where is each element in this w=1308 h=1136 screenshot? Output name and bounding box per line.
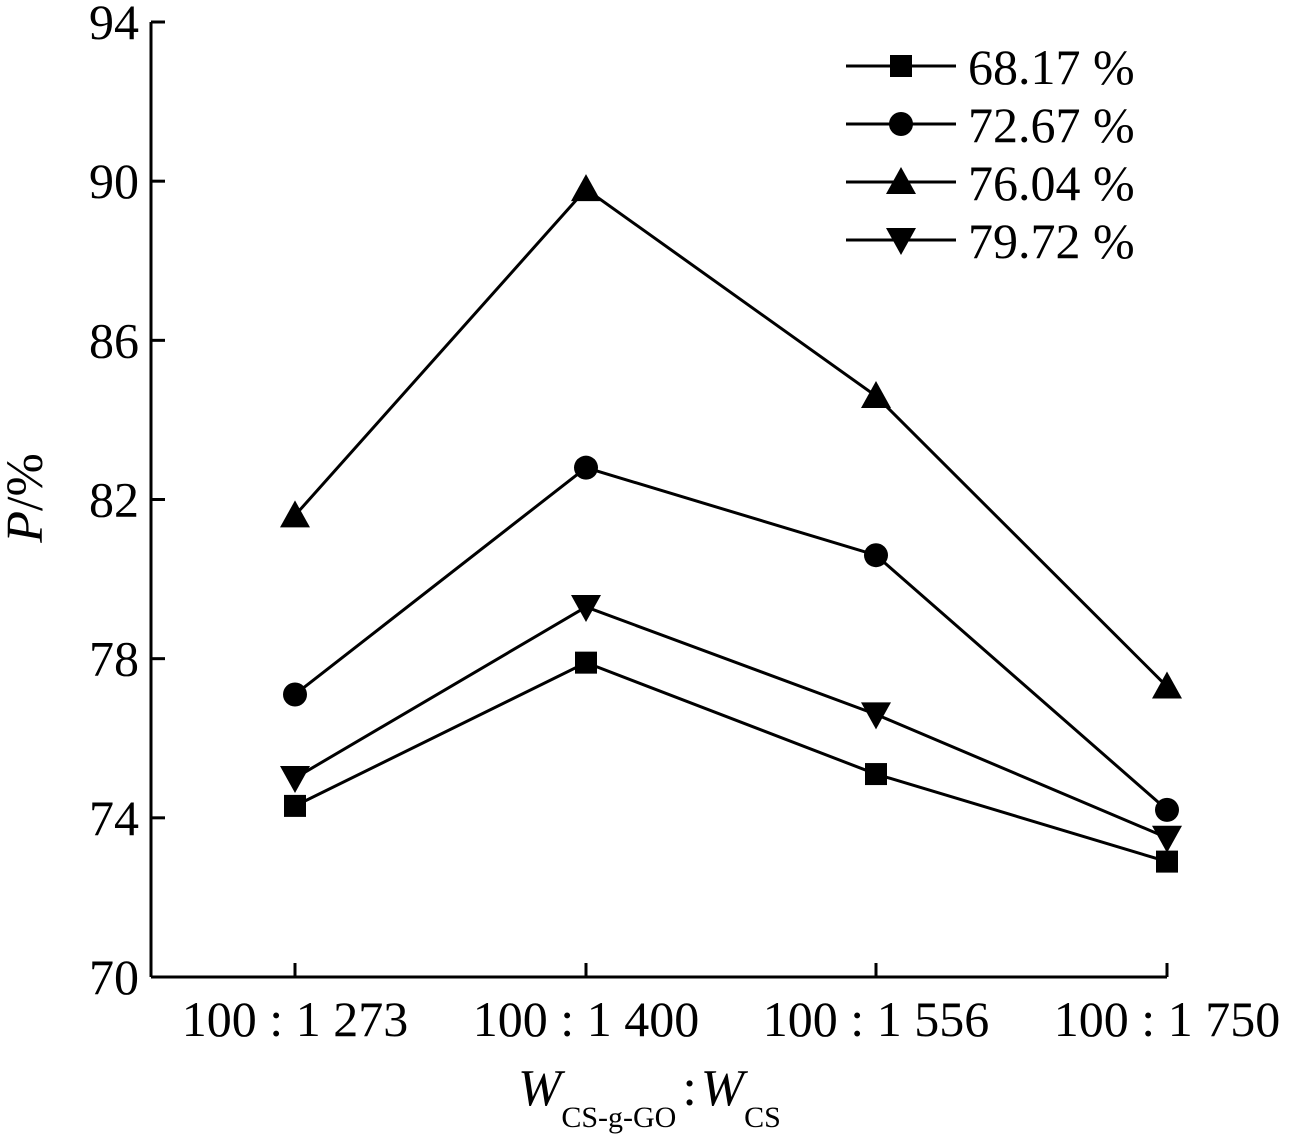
data-point [283,682,307,707]
y-tick-label: 90 [89,153,139,209]
data-point [571,174,601,202]
legend-item: 76.04 % [846,155,1135,211]
x-axis-label-sub1: CS-g-GO [561,1101,676,1134]
y-tick-label: 86 [89,312,139,368]
y-tick-label: 74 [89,790,139,846]
series-square [284,651,1178,873]
legend-label: 72.67 % [968,97,1135,153]
legend-marker [886,228,916,255]
data-point [575,651,597,674]
y-tick-label: 70 [89,949,139,1005]
x-axis-label-w1: W [518,1060,566,1117]
legend-marker [890,55,912,77]
data-point [865,763,887,786]
x-axis-label-w2: W [701,1060,749,1117]
data-point [1155,797,1179,822]
data-point [280,766,310,794]
y-axis-label-symbol: P [0,511,54,544]
series-layer [280,174,1182,873]
data-point [1152,671,1182,699]
data-point [861,381,891,409]
data-point [284,794,306,817]
y-tick-label: 94 [89,0,139,50]
series-triangle-up [280,174,1182,699]
legend-marker [886,167,916,194]
legend-item: 72.67 % [846,97,1135,153]
series-line [294,661,1168,864]
series-line [294,466,1168,812]
legend-label: 79.72 % [968,213,1135,269]
x-tick-label: 100 : 1 400 [473,991,699,1047]
y-tick-label: 82 [89,472,139,528]
data-point [571,594,601,622]
x-axis-label: WCS-g-GO:WCS [518,1060,781,1134]
legend-item: 68.17 % [846,39,1135,95]
legend-item: 79.72 % [846,213,1135,269]
x-tick-label: 100 : 1 750 [1054,991,1280,1047]
data-point [280,500,310,528]
x-tick-label: 100 : 1 273 [182,991,408,1047]
data-point [574,455,598,480]
series-line [293,187,1169,688]
axes: 70 74 78 82 86 90 94 100 : 1 273 100 : 1 400 100 … [89,0,1280,1047]
data-point [864,543,888,568]
series-triangle-down [280,594,1182,853]
y-axis-label-unit: /% [0,453,54,511]
y-axis-label: P/% [0,453,54,544]
series-line [294,605,1168,840]
legend-label: 76.04 % [968,155,1135,211]
legend: 68.17 %72.67 %76.04 %79.72 % [846,39,1135,269]
x-axis-label-sub2: CS [744,1101,781,1134]
data-point [861,702,891,730]
x-tick-label: 100 : 1 556 [763,991,989,1047]
data-point [1156,850,1178,873]
series-circle [283,455,1179,822]
data-point [1152,825,1182,853]
legend-marker [889,112,913,136]
legend-label: 68.17 % [968,39,1135,95]
y-tick-label: 78 [89,631,139,687]
x-axis-label-sep: : [682,1060,696,1117]
